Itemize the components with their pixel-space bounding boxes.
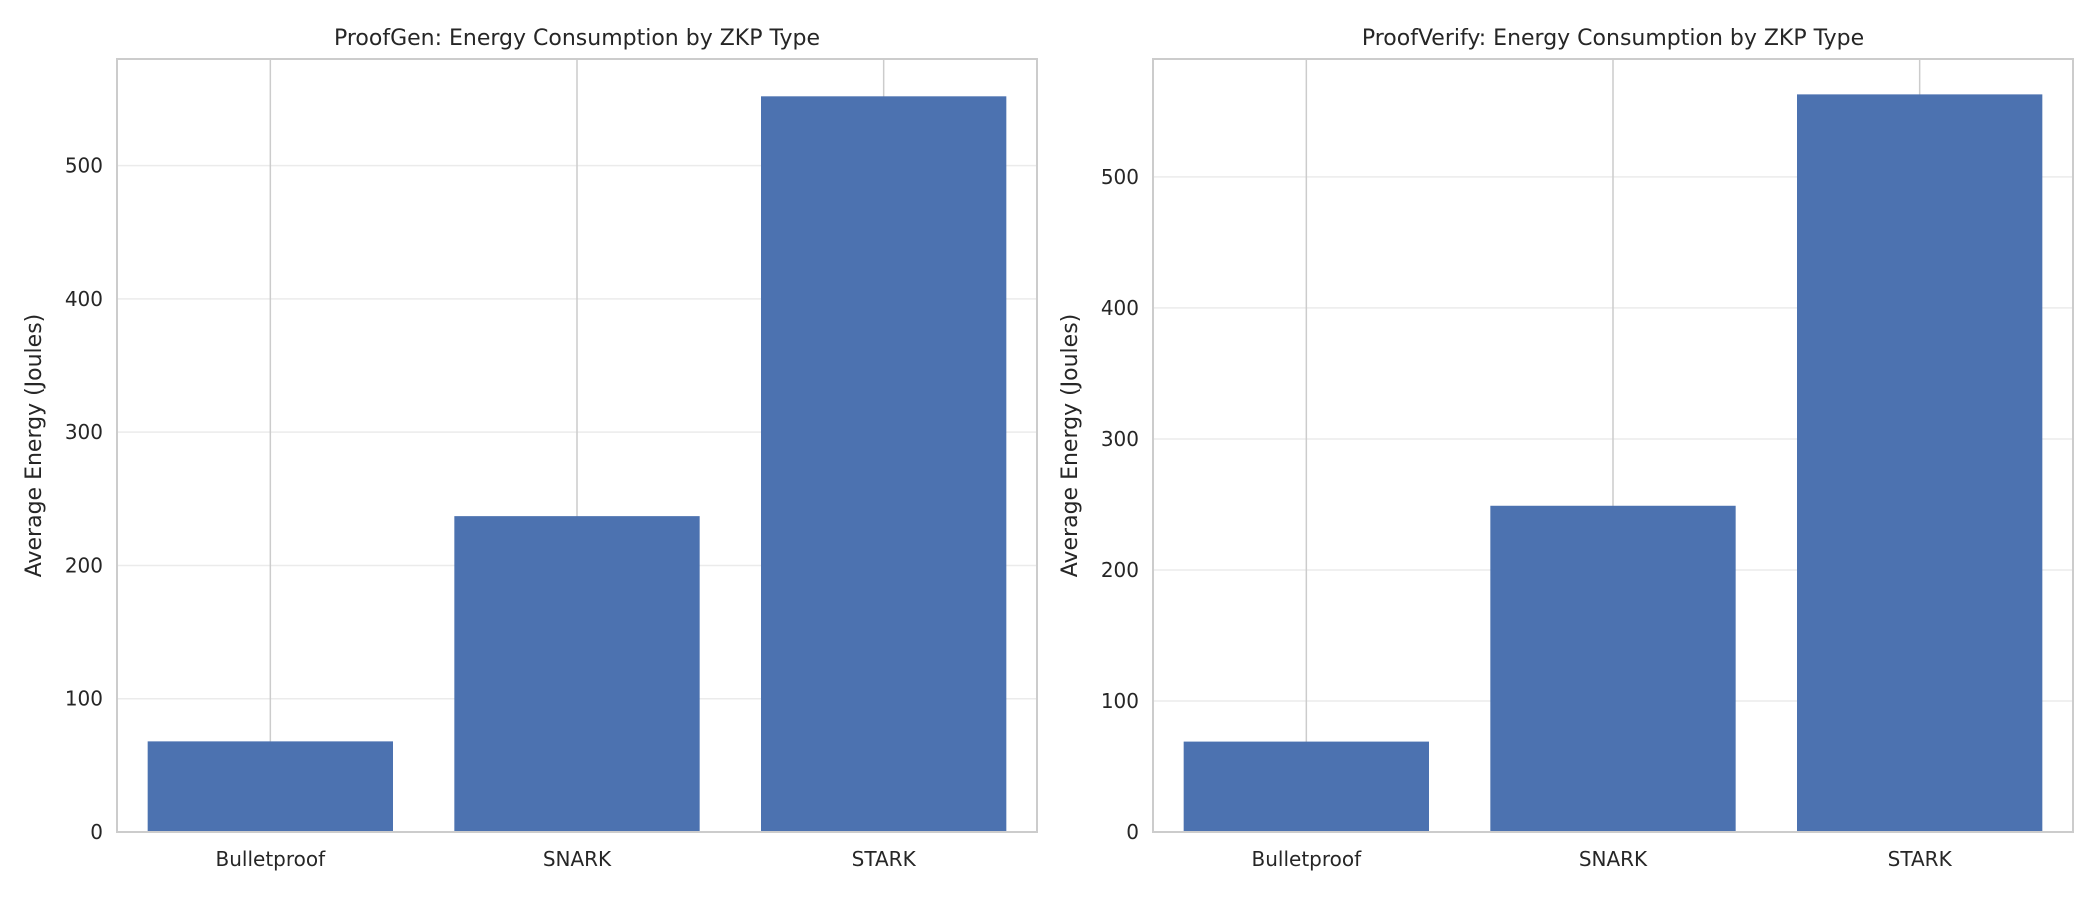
y-tick-label: 0	[1126, 820, 1139, 844]
y-tick-label: 200	[1101, 558, 1139, 582]
chart-title: ProofGen: Energy Consumption by ZKP Type	[334, 26, 820, 51]
y-tick-label: 400	[1101, 296, 1139, 320]
chart-title: ProofVerify: Energy Consumption by ZKP T…	[1362, 26, 1864, 51]
chart-proofverify: 0 100 200 300 400 500 Bulletproof SNARK STARK Pro…	[1058, 26, 2074, 871]
y-tick-label: 200	[65, 553, 103, 577]
y-axis-label: Average Energy (Joules)	[1058, 314, 1083, 578]
y-tick-label: 300	[1101, 427, 1139, 451]
x-tick-label: SNARK	[543, 847, 612, 871]
y-tick-label: 100	[1101, 689, 1139, 713]
x-tick-label: STARK	[852, 847, 917, 871]
plot-frame	[116, 58, 1038, 833]
plot-frame	[1152, 58, 2074, 833]
bar-bulletproof	[147, 741, 393, 832]
y-tick-label: 400	[65, 287, 103, 311]
bar-bulletproof	[1183, 741, 1429, 832]
bar-snark	[1490, 505, 1736, 832]
x-tick-label: Bulletproof	[216, 847, 327, 871]
y-tick-label: 500	[65, 154, 103, 178]
bar-stark	[1797, 94, 2043, 832]
bar-stark	[761, 96, 1007, 832]
y-tick-label: 500	[1101, 165, 1139, 189]
bar-snark	[454, 516, 700, 832]
chart-proofgen: 0 100 200 300 400 500 Bulletproof SNARK STARK Pro…	[22, 26, 1038, 871]
x-tick-label: Bulletproof	[1252, 847, 1363, 871]
x-tick-label: STARK	[1888, 847, 1953, 871]
y-tick-label: 100	[65, 687, 103, 711]
y-tick-label: 0	[90, 820, 103, 844]
y-tick-label: 300	[65, 420, 103, 444]
y-axis-label: Average Energy (Joules)	[22, 314, 47, 578]
x-tick-label: SNARK	[1579, 847, 1648, 871]
